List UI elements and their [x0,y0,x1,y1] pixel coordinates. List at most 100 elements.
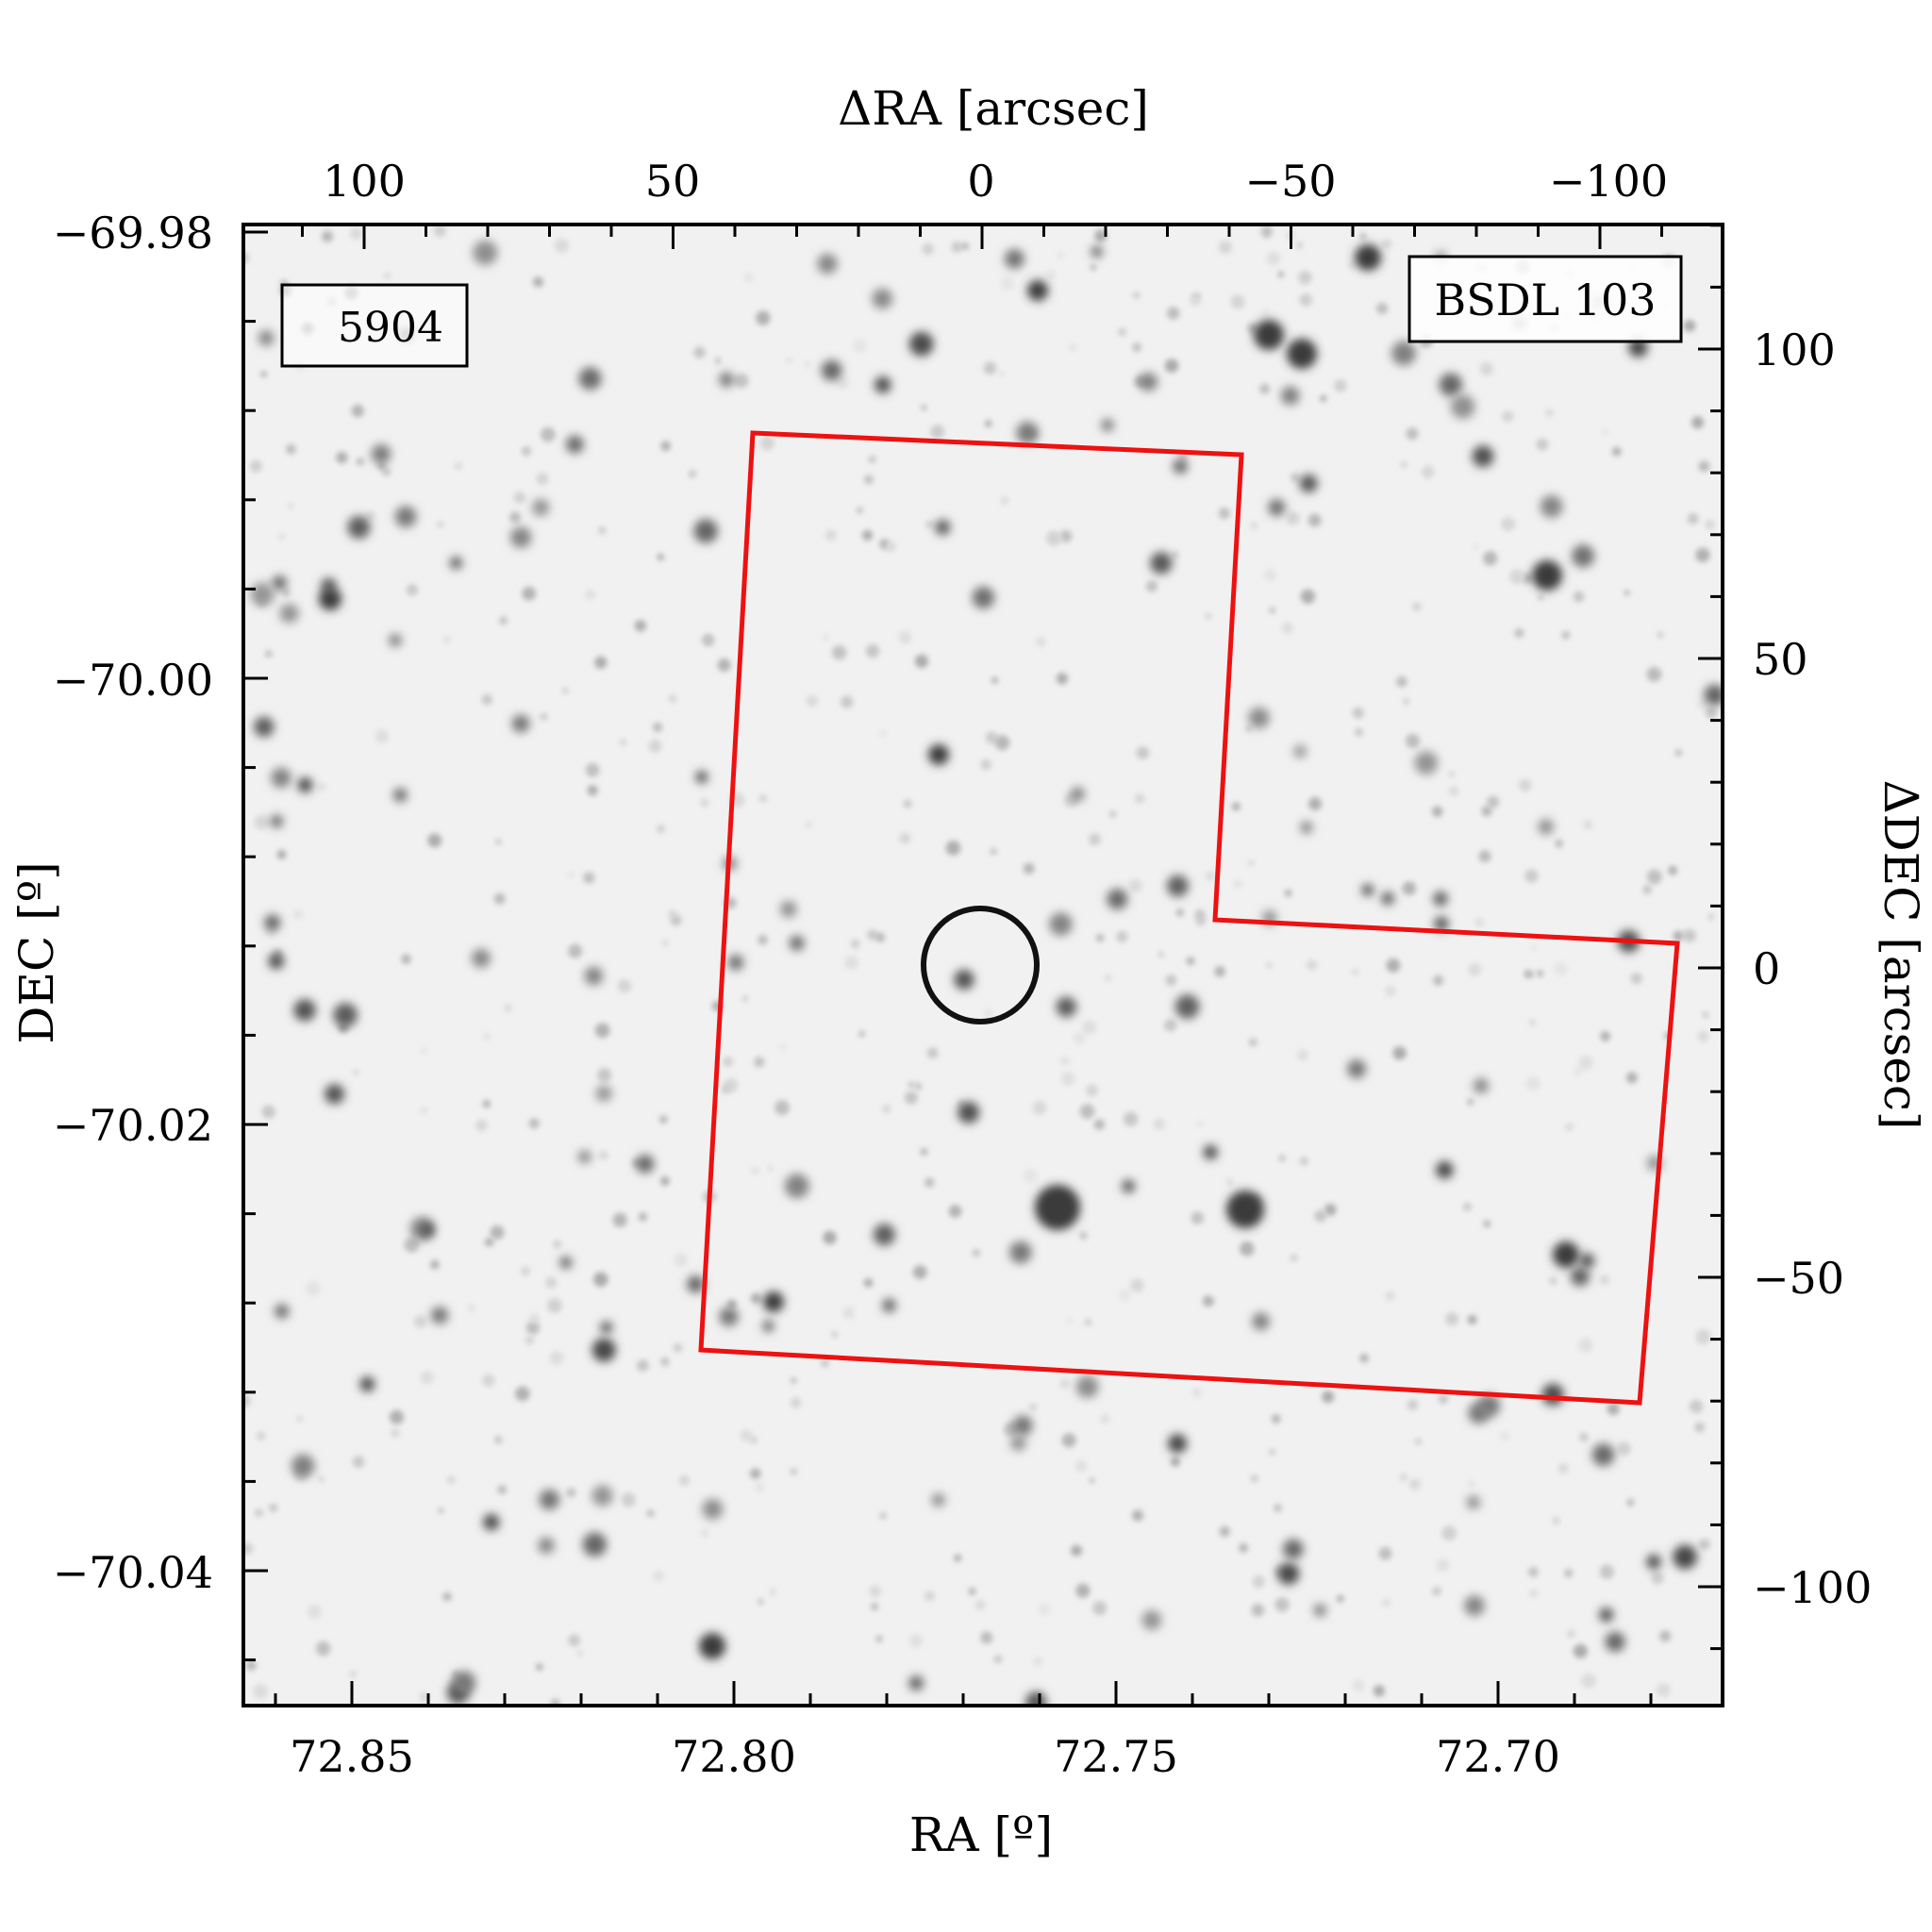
star [998,370,1006,378]
star [1478,850,1491,863]
star [319,783,326,791]
star [908,1634,924,1648]
star [483,1513,500,1531]
star [648,739,662,753]
star [1565,1123,1574,1131]
star [1070,787,1085,802]
star [1704,684,1723,706]
star [844,956,858,970]
star [841,695,854,708]
star [693,346,706,358]
star [1071,1544,1083,1557]
star [582,1532,608,1557]
star [1467,1098,1474,1106]
star [1016,422,1039,444]
star [660,441,672,452]
star [1290,473,1300,482]
star [1061,1433,1076,1448]
star [528,1118,540,1129]
star [850,939,860,949]
star [1296,242,1303,249]
star [1707,913,1715,921]
star [638,1212,648,1222]
star [562,688,569,694]
star [1023,862,1035,874]
star [1032,1101,1047,1115]
star [1407,1399,1419,1410]
star [1385,985,1396,997]
star [1549,1276,1557,1285]
star [351,404,364,418]
star [437,521,444,528]
star [853,339,867,353]
star [1431,806,1443,818]
star [1313,1604,1327,1617]
star [823,633,830,641]
star [922,242,934,256]
star [898,630,912,644]
star [1218,508,1230,520]
star [420,1223,434,1237]
star [789,935,805,951]
star [1698,460,1710,473]
star [1226,1178,1234,1186]
star [726,1299,737,1309]
star [404,1237,420,1253]
star [255,1508,264,1518]
star [1555,839,1564,848]
star [352,1069,359,1075]
star [646,1509,655,1518]
star [1293,744,1307,758]
star [350,227,362,240]
star [688,470,697,478]
star [867,929,878,941]
star [322,230,333,242]
star [727,955,744,971]
star [1607,1402,1620,1415]
star [1272,1414,1281,1424]
star [568,1634,580,1647]
star [1254,320,1284,350]
star [593,1272,608,1287]
star [553,1240,561,1249]
star [490,1224,505,1240]
star [258,330,275,346]
star [554,238,569,254]
star [985,420,992,427]
star [538,1537,555,1554]
star [1231,802,1241,811]
star [1038,1603,1051,1616]
star [1545,408,1554,417]
star [442,636,451,643]
star [1320,394,1327,403]
star [679,1474,690,1486]
star [1541,1383,1564,1406]
star [325,1084,345,1105]
star [1530,944,1537,952]
star [1630,973,1642,985]
star [1284,889,1292,897]
star [948,1205,962,1218]
star [420,1371,434,1385]
star [1174,994,1200,1019]
star [513,491,526,504]
star [920,404,927,411]
star [1439,373,1463,396]
star [1274,1504,1282,1512]
left-tick-label: −70.00 [53,655,213,706]
star [1082,1020,1097,1035]
star [497,1485,508,1494]
star [674,1253,688,1267]
star [1582,820,1593,830]
star [541,426,556,442]
star [584,966,604,986]
star [442,1591,452,1602]
star [1166,874,1189,897]
star [1572,544,1595,568]
star [717,658,731,672]
star [1164,358,1179,374]
star [413,1315,427,1328]
star [1524,869,1539,883]
star [719,372,735,388]
